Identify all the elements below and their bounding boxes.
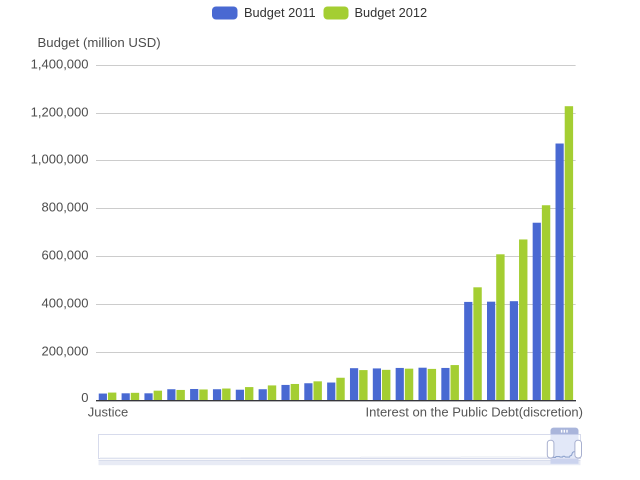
svg-text:Interest on the Public Debt(di: Interest on the Public Debt(discretion) (366, 404, 584, 419)
svg-text:1,400,000: 1,400,000 (31, 57, 89, 72)
svg-text:Budget 2011: Budget 2011 (244, 5, 316, 20)
svg-text:400,000: 400,000 (42, 296, 89, 311)
svg-text:600,000: 600,000 (42, 248, 89, 263)
svg-text:Justice: Justice (88, 404, 128, 419)
svg-text:Budget 2012: Budget 2012 (355, 5, 428, 20)
svg-text:1,200,000: 1,200,000 (31, 105, 89, 120)
svg-text:0: 0 (81, 390, 88, 405)
svg-text:800,000: 800,000 (42, 200, 89, 215)
svg-text:1,000,000: 1,000,000 (31, 152, 89, 167)
svg-text:Budget (million USD): Budget (million USD) (38, 35, 161, 50)
svg-text:200,000: 200,000 (42, 344, 89, 359)
